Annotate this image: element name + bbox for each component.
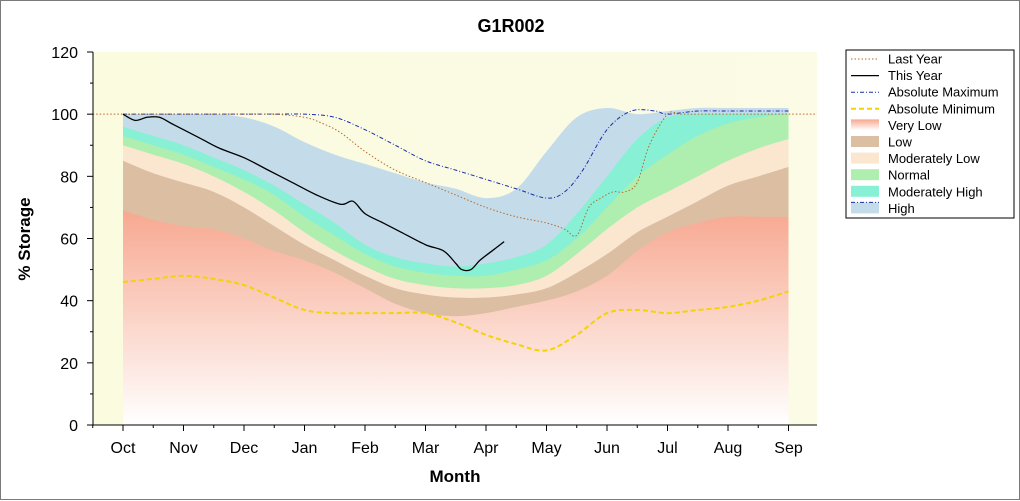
legend-swatch-moderately-high — [851, 185, 879, 197]
y-tick-label: 60 — [60, 232, 78, 249]
legend-swatch-very-low — [851, 119, 879, 131]
x-tick-label: Jan — [292, 440, 318, 457]
line-absolute-minimum — [122, 274, 789, 352]
legend-label-normal: Normal — [888, 168, 930, 183]
x-tick-label: Mar — [412, 440, 440, 457]
y-tick-label: 0 — [69, 418, 78, 435]
x-tick-label: Apr — [474, 440, 500, 457]
x-tick-label: Nov — [169, 440, 197, 457]
legend-label-moderately-high: Moderately High — [888, 184, 983, 199]
y-axis-title: % Storage — [15, 197, 34, 280]
legend-label-absolute-minimum: Absolute Minimum — [888, 101, 995, 116]
chart-title: G1R002 — [477, 16, 544, 36]
x-tick-label: Aug — [714, 440, 742, 457]
legend-label-moderately-low: Moderately Low — [888, 151, 980, 166]
y-tick-label: 120 — [51, 45, 78, 62]
band-very-low — [123, 210, 789, 425]
y-tick-label: 80 — [60, 169, 78, 186]
legend-label-last-year: Last Year — [888, 52, 943, 67]
line-this-year — [122, 113, 505, 272]
x-tick-label: Feb — [351, 440, 379, 457]
bands-layer — [123, 107, 789, 425]
legend-label-very-low: Very Low — [888, 118, 942, 133]
x-axis-title: Month — [430, 467, 481, 486]
x-ticks: Oct Nov Dec Jan Feb Mar Apr May Jun Jul Aug Sep — [92, 425, 803, 457]
x-tick-label: Oct — [111, 440, 136, 457]
legend-swatch-moderately-low — [851, 152, 879, 164]
legend-label-low: Low — [888, 135, 912, 150]
y-tick-label: 40 — [60, 294, 78, 311]
y-ticks: 0 20 40 60 80 100 120 — [51, 45, 93, 435]
legend-swatch-low — [851, 136, 879, 147]
y-tick-label: 20 — [60, 356, 78, 373]
x-tick-label: Jun — [594, 440, 620, 457]
x-tick-label: May — [531, 440, 561, 457]
legend-swatch-normal — [851, 169, 879, 181]
x-tick-label: Jul — [657, 440, 677, 457]
x-tick-label: Sep — [774, 440, 803, 457]
line-last-year — [93, 111, 817, 237]
legend-label-high: High — [888, 201, 915, 216]
legend-swatch-high — [851, 202, 879, 214]
x-tick-label: Dec — [230, 440, 258, 457]
lines-layer — [93, 109, 817, 352]
legend-label-absolute-maximum: Absolute Maximum — [888, 85, 999, 100]
y-tick-label: 100 — [51, 107, 78, 124]
legend-label-this-year: This Year — [888, 68, 943, 83]
